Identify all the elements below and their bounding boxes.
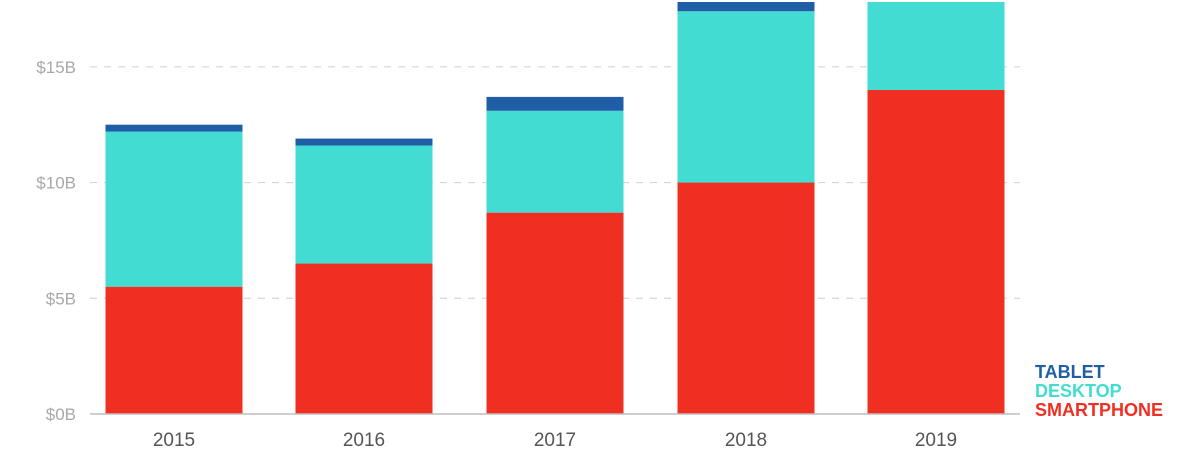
- x-tick-label: 2017: [534, 430, 576, 451]
- bar-segment-desktop-2015: [105, 131, 243, 287]
- bar-segment-desktop-2019: [867, 2, 1005, 90]
- x-tick-label: 2018: [725, 430, 767, 451]
- x-tick-label: 2016: [343, 430, 385, 451]
- x-tick-label: 2019: [915, 430, 957, 451]
- bar-segment-smartphone-2015: [105, 286, 243, 414]
- legend-item-tablet: TABLET: [1035, 362, 1105, 382]
- bar-segment-smartphone-2019: [867, 89, 1005, 415]
- bar-segment-tablet-2015: [105, 124, 243, 132]
- bar-segment-tablet-2018: [677, 2, 815, 12]
- x-tick-label: 2015: [153, 430, 195, 451]
- bar-segment-smartphone-2017: [486, 212, 624, 414]
- bar-segment-desktop-2016: [295, 145, 433, 264]
- bar-layer: [105, 2, 1005, 415]
- bar-segment-smartphone-2018: [677, 182, 815, 414]
- y-tick-label: $5B: [46, 289, 76, 308]
- legend-item-smartphone: SMARTPHONE: [1035, 400, 1163, 420]
- axis-layer: $0B $5B $10B $15B 2015 2016 2017 2018 2019: [36, 58, 1020, 451]
- bar-segment-tablet-2016: [295, 138, 433, 146]
- bar-segment-tablet-2017: [486, 96, 624, 111]
- bar-segment-smartphone-2016: [295, 263, 433, 414]
- bar-segment-desktop-2018: [677, 11, 815, 183]
- y-tick-label: $15B: [36, 58, 76, 77]
- legend-item-desktop: DESKTOP: [1035, 381, 1122, 401]
- bar-segment-desktop-2017: [486, 110, 624, 213]
- y-tick-label: $0B: [46, 405, 76, 424]
- y-tick-label: $10B: [36, 174, 76, 193]
